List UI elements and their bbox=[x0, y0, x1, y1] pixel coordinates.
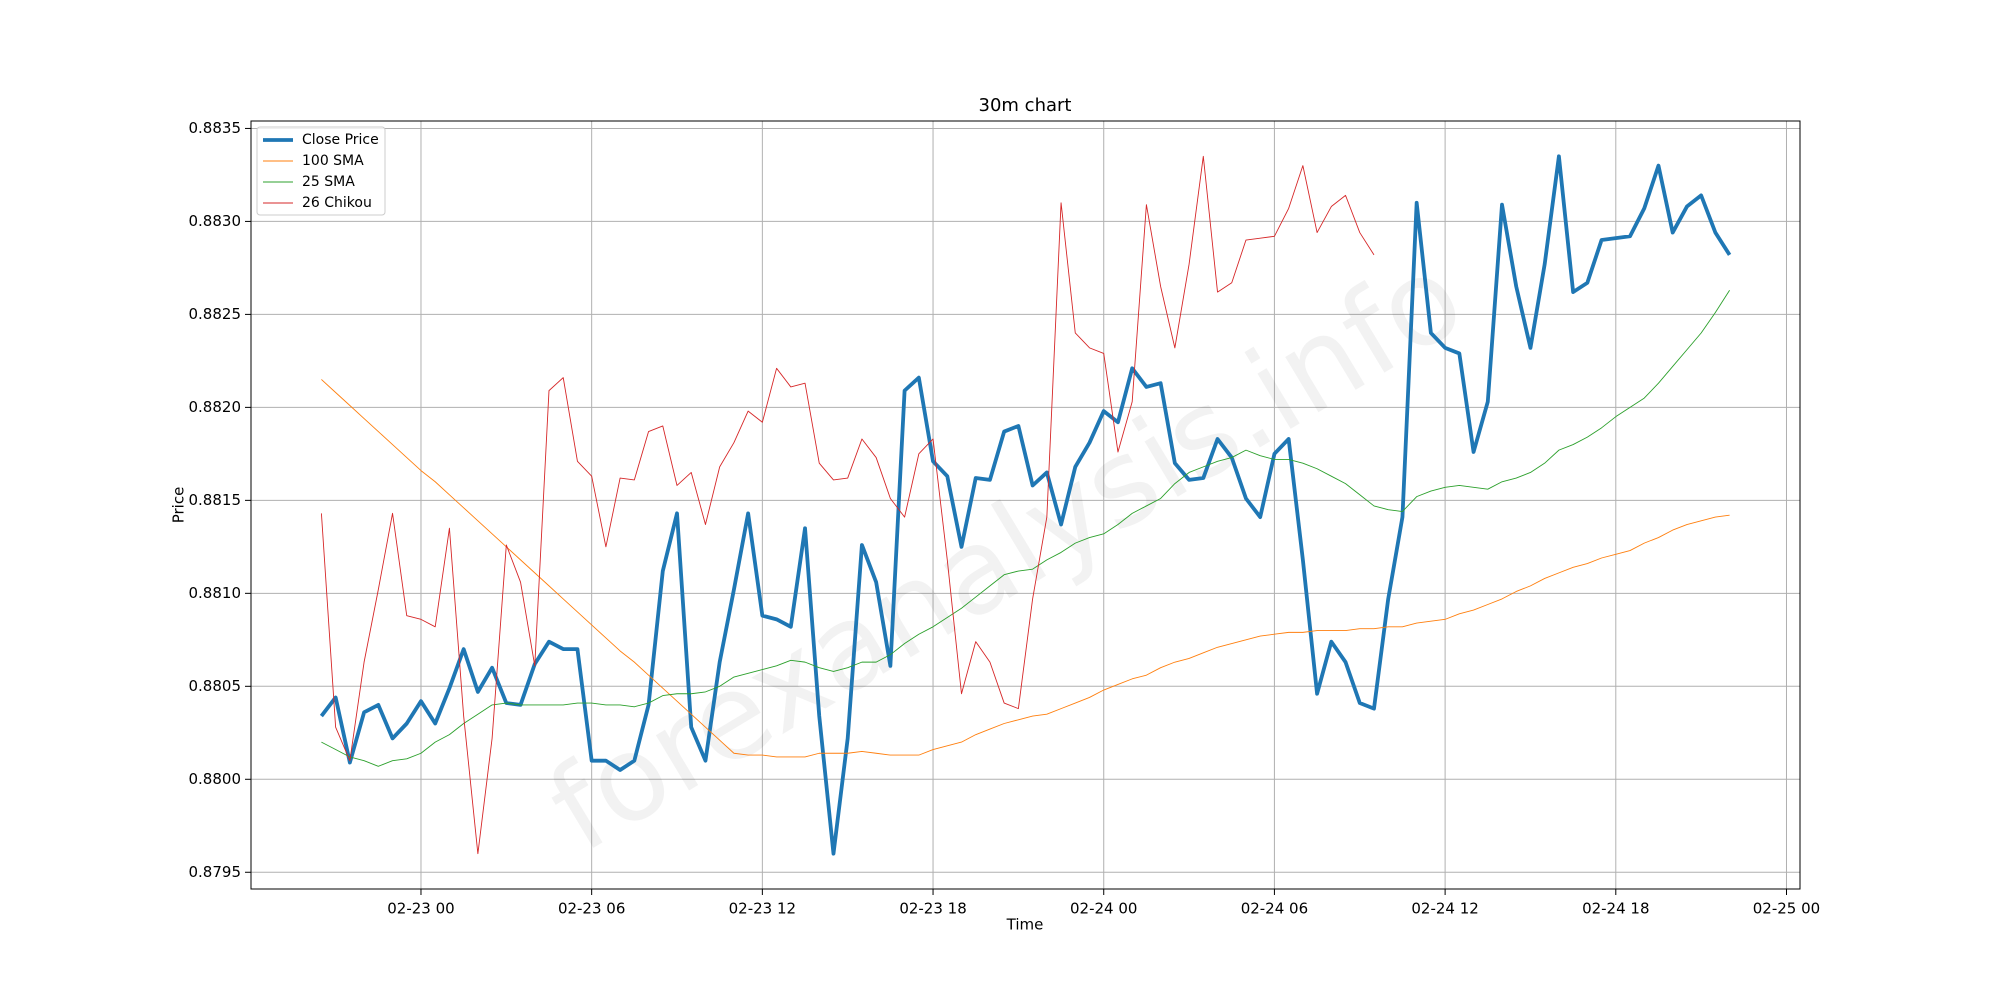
plot-frame bbox=[250, 120, 1801, 890]
y-tick-label: 0.8805 bbox=[189, 677, 242, 695]
series-line bbox=[321, 379, 1730, 758]
series-line bbox=[321, 289, 1730, 767]
y-tick-label: 0.8835 bbox=[189, 119, 242, 137]
legend-label: 25 SMA bbox=[302, 174, 355, 190]
x-tick-label: 02-23 00 bbox=[387, 900, 454, 918]
y-tick-label: 0.8820 bbox=[189, 398, 242, 416]
y-tick-label: 0.8830 bbox=[189, 212, 242, 230]
x-tick-label: 02-24 18 bbox=[1582, 900, 1649, 918]
y-tick-label: 0.8800 bbox=[189, 770, 242, 788]
y-tick-label: 0.8825 bbox=[189, 305, 242, 323]
legend-box bbox=[256, 126, 386, 216]
x-tick-label: 02-23 12 bbox=[729, 900, 796, 918]
y-tick-label: 0.8815 bbox=[189, 491, 242, 509]
chart-title: 30m chart bbox=[979, 95, 1072, 116]
x-axis-label: Time bbox=[1006, 916, 1044, 934]
x-tick-label: 02-25 00 bbox=[1753, 900, 1820, 918]
legend-label: 26 Chikou bbox=[302, 195, 372, 211]
x-tick-label: 02-23 18 bbox=[899, 900, 966, 918]
x-tick-label: 02-24 06 bbox=[1241, 900, 1308, 918]
y-tick-label: 0.8810 bbox=[189, 584, 242, 602]
legend-label: Close Price bbox=[302, 132, 379, 148]
series-line bbox=[319, 154, 1732, 856]
x-tick-label: 02-24 12 bbox=[1411, 900, 1478, 918]
x-tick-label: 02-23 06 bbox=[558, 900, 625, 918]
y-tick-label: 0.8795 bbox=[189, 863, 242, 881]
y-axis-label: Price bbox=[170, 487, 188, 524]
legend-label: 100 SMA bbox=[302, 153, 364, 169]
series-line bbox=[320, 155, 1375, 855]
x-tick-label: 02-24 00 bbox=[1070, 900, 1137, 918]
